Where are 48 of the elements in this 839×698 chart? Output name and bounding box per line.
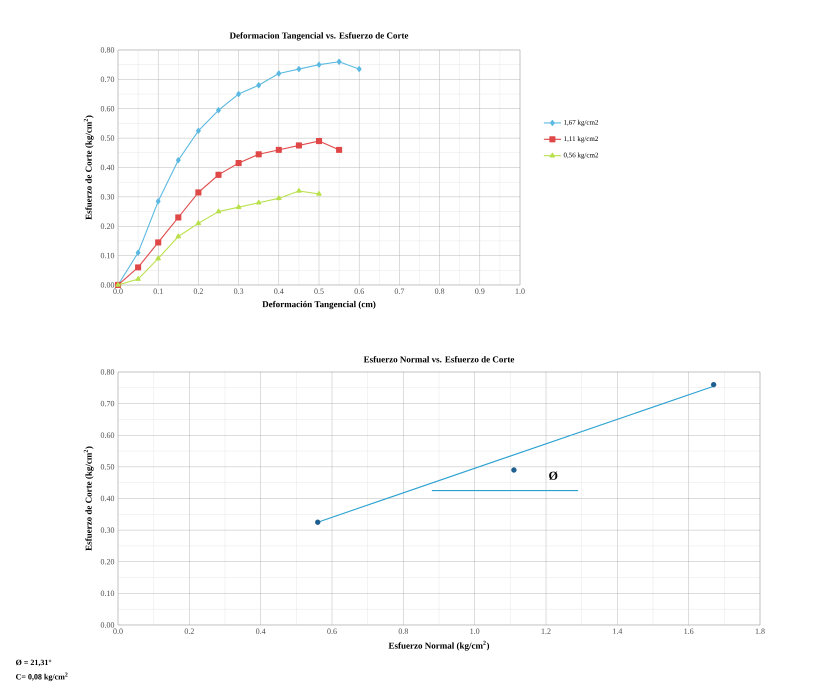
x-tick-label: 0.8	[398, 628, 408, 634]
y-tick-label: 0.20	[100, 559, 114, 564]
x-tick-label: 1.0	[516, 288, 525, 294]
y-tick-label: 0.50	[100, 135, 114, 141]
y-tick-label: 0.80	[100, 47, 114, 53]
text: Ø = 21,31°	[16, 660, 52, 666]
text: C= 0,08 kg/cm$^{2}$	[16, 672, 68, 682]
x-tick-label: 0.4	[274, 288, 284, 294]
y-axis-title: Esfuerzo de Corte (kg/cm$^{2}$)	[84, 446, 94, 551]
x-tick-label: 0.6	[354, 288, 364, 294]
x-axis-title: Deformación Tangencial (cm)	[262, 300, 376, 310]
x-tick-label: 1.8	[756, 628, 765, 634]
y-axis-title: Esfuerzo de Corte (kg/cm$^{2}$)	[84, 116, 94, 220]
y-tick-label: 0.00	[100, 622, 114, 628]
x-tick-label: 0.5	[314, 288, 324, 294]
x-tick-label: 0.0	[113, 288, 123, 294]
x-tick-label: 1.4	[613, 628, 622, 634]
y-tick-label: 0.10	[100, 252, 114, 258]
y-tick-label: 0.80	[100, 369, 114, 375]
x-tick-label: 0.3	[234, 288, 244, 294]
x-tick-label: 0.1	[154, 288, 163, 294]
y-tick-label: 0.10	[100, 590, 114, 596]
y-tick-label: 0.50	[100, 464, 114, 470]
x-tick-label: 1.0	[470, 628, 480, 634]
y-tick-label: 0.40	[100, 164, 114, 170]
y-tick-label: 0.60	[100, 106, 114, 112]
x-tick-label: 1.2	[542, 628, 551, 634]
chart-title: Deformacion Tangencial vs. Esfuerzo de Corte	[230, 32, 408, 40]
x-tick-label: 0.4	[256, 628, 266, 634]
x-tick-label: 0.0	[113, 628, 123, 634]
x-axis-title: Esfuerzo Normal (kg/cm$^{2}$)	[388, 640, 490, 651]
x-tick-label: 0.2	[194, 288, 203, 294]
y-tick-label: 0.30	[100, 527, 114, 533]
x-tick-label: 0.2	[184, 628, 194, 634]
y-tick-label: 0.70	[100, 76, 114, 82]
y-tick-label: 0.70	[100, 400, 114, 406]
y-tick-label: 0.60	[100, 432, 114, 438]
y-tick-label: 0.20	[100, 224, 114, 229]
annotation: Ø	[549, 471, 558, 480]
y-tick-label: 0.30	[100, 194, 114, 200]
y-tick-label: 0.40	[100, 496, 114, 502]
x-tick-label: 0.7	[394, 288, 404, 294]
y-tick-label: 0.00	[100, 282, 114, 288]
x-tick-label: 0.6	[327, 628, 337, 634]
x-tick-label: 1.6	[684, 628, 694, 634]
x-tick-label: 0.8	[434, 288, 444, 294]
chart-title: Esfuerzo Normal vs. Esfuerzo de Corte	[364, 356, 514, 362]
x-tick-label: 0.9	[475, 288, 484, 294]
